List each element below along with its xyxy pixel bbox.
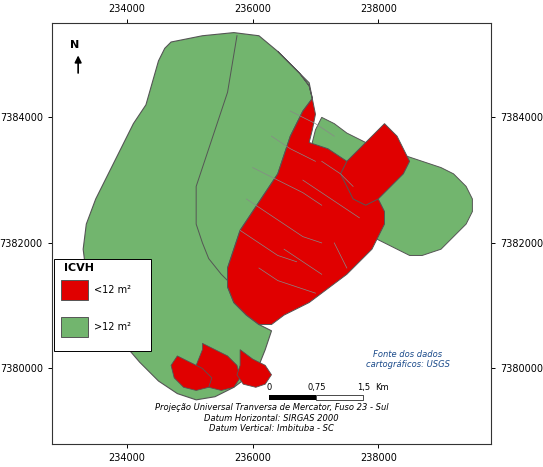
Polygon shape xyxy=(312,117,472,255)
Text: ICVH: ICVH xyxy=(64,263,93,273)
Text: 0,75: 0,75 xyxy=(307,382,326,391)
Bar xyxy=(61,280,88,300)
Text: 1,5: 1,5 xyxy=(357,382,370,391)
Bar xyxy=(269,395,317,400)
Text: N: N xyxy=(70,41,79,50)
Text: 0: 0 xyxy=(267,382,272,391)
Text: >12 m²: >12 m² xyxy=(93,322,131,332)
Text: <12 m²: <12 m² xyxy=(93,285,131,295)
Polygon shape xyxy=(237,350,272,387)
Bar xyxy=(317,395,363,400)
Polygon shape xyxy=(171,356,212,390)
Polygon shape xyxy=(196,343,240,390)
Text: Km: Km xyxy=(375,382,388,391)
Polygon shape xyxy=(340,124,409,205)
Bar xyxy=(54,259,150,351)
Bar xyxy=(61,317,88,337)
Text: Projeção Universal Tranversa de Mercator, Fuso 23 - Sul
Datum Horizontal: SIRGAS: Projeção Universal Tranversa de Mercator… xyxy=(155,403,388,433)
Polygon shape xyxy=(228,51,384,325)
Text: Fonte dos dados
cartográficos: USGS: Fonte dos dados cartográficos: USGS xyxy=(366,350,450,369)
Polygon shape xyxy=(83,33,312,400)
